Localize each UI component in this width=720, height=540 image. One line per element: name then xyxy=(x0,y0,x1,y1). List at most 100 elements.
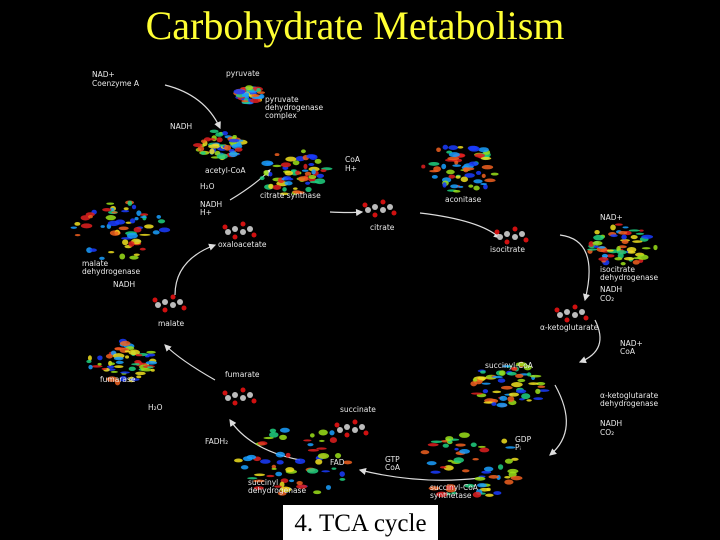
atom xyxy=(251,232,257,238)
atom xyxy=(387,204,393,210)
protein-part xyxy=(511,457,519,461)
protein-part xyxy=(101,367,107,370)
protein-part xyxy=(442,144,449,150)
atom xyxy=(177,299,183,305)
diagram-label: dehydrogenase xyxy=(600,273,658,282)
protein-part xyxy=(129,218,136,224)
protein-part xyxy=(480,182,487,186)
diagram-label: complex xyxy=(265,111,297,120)
diagram-label: GDP xyxy=(515,435,532,444)
protein-part xyxy=(511,381,523,388)
protein-part xyxy=(623,257,635,261)
protein-part xyxy=(455,443,466,447)
protein-part xyxy=(628,229,640,232)
protein-part xyxy=(504,458,513,464)
protein-part xyxy=(473,179,483,184)
atom xyxy=(363,430,369,436)
protein-part xyxy=(139,247,146,251)
atom xyxy=(240,395,246,401)
diagram-label: H+ xyxy=(200,208,212,217)
protein-part xyxy=(460,176,469,183)
diagram-label: fumarase xyxy=(100,375,136,384)
protein-part xyxy=(245,85,254,91)
protein-part xyxy=(268,171,273,177)
atom xyxy=(232,392,238,398)
protein-part xyxy=(234,458,243,463)
protein-part xyxy=(317,453,330,459)
protein-part xyxy=(307,449,319,452)
protein-part xyxy=(74,221,81,226)
protein-part xyxy=(275,451,285,458)
protein-part xyxy=(309,433,315,438)
protein-part xyxy=(249,97,261,104)
protein-part xyxy=(253,486,264,490)
protein-part xyxy=(216,153,228,160)
protein-part xyxy=(464,483,475,488)
protein-part xyxy=(133,253,140,256)
protein-part xyxy=(277,491,287,496)
protein-part xyxy=(499,395,508,402)
protein-part xyxy=(653,244,658,251)
protein-part xyxy=(311,169,316,175)
protein-part xyxy=(256,91,266,94)
atom xyxy=(380,199,386,205)
atom xyxy=(352,427,358,433)
protein-part xyxy=(70,226,77,229)
protein-part xyxy=(303,163,308,170)
protein-part xyxy=(89,248,97,252)
protein-part xyxy=(448,145,459,151)
protein-part xyxy=(99,256,105,260)
protein-part xyxy=(427,443,439,447)
protein-part xyxy=(594,229,600,235)
diagram-label: succinyl-CoA xyxy=(430,483,479,492)
protein-part xyxy=(260,459,271,464)
protein-part xyxy=(488,475,499,479)
protein-part xyxy=(135,354,143,357)
protein-part xyxy=(209,129,219,134)
diagram-label: FAD xyxy=(330,458,345,467)
diagram-label: pyruvate xyxy=(265,95,299,104)
protein-part xyxy=(88,215,93,219)
protein-part xyxy=(475,170,482,175)
diagram-label: succinyl-CoA xyxy=(485,361,534,370)
diagram-label: H+ xyxy=(345,164,357,173)
protein-part xyxy=(97,355,103,361)
atom xyxy=(391,210,397,216)
protein-part xyxy=(114,379,121,386)
protein-blob xyxy=(420,432,523,498)
protein-part xyxy=(480,156,492,160)
atom xyxy=(362,202,368,208)
protein-part xyxy=(632,240,643,243)
protein-part xyxy=(526,372,532,377)
protein-part xyxy=(241,100,249,103)
protein-part xyxy=(641,247,651,250)
atom xyxy=(557,312,563,318)
protein-part xyxy=(436,147,441,153)
protein-part xyxy=(284,181,293,186)
protein-part xyxy=(470,442,477,448)
protein-part xyxy=(305,186,312,193)
protein-part xyxy=(529,374,542,378)
protein-part xyxy=(200,139,206,144)
protein-part xyxy=(303,439,312,442)
protein-part xyxy=(197,145,205,152)
protein-part xyxy=(431,175,438,179)
protein-part xyxy=(537,385,546,388)
protein-part xyxy=(473,185,480,191)
protein-part xyxy=(463,167,469,173)
protein-part xyxy=(306,468,319,474)
diagram-label: α-ketoglutarate xyxy=(600,391,659,400)
protein-part xyxy=(331,467,337,470)
protein-part xyxy=(483,466,494,472)
protein-part xyxy=(125,221,132,224)
atom xyxy=(181,305,187,311)
protein-part xyxy=(526,399,532,402)
diagram-label: CoA xyxy=(620,347,636,356)
protein-part xyxy=(118,226,129,231)
protein-part xyxy=(224,144,232,151)
protein-part xyxy=(445,485,455,490)
protein-part xyxy=(528,382,539,386)
protein-part xyxy=(158,227,171,233)
protein-part xyxy=(150,368,155,372)
protein-part xyxy=(283,177,294,181)
